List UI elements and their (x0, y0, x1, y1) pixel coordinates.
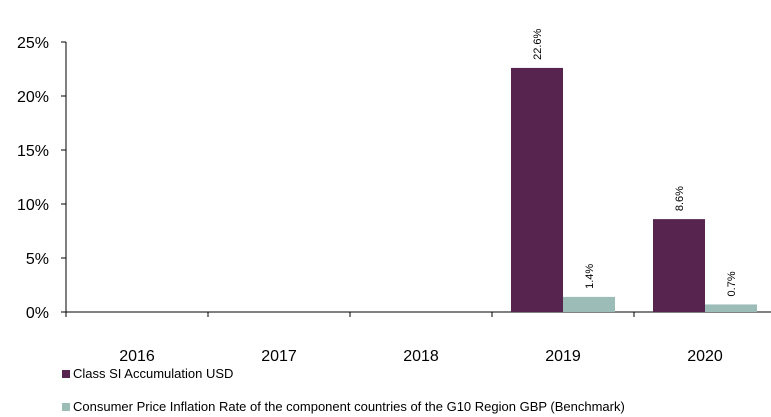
data-labels: 22.6% 8.6% 1.4% 0.7% (532, 29, 738, 297)
x-tick-label: 2017 (261, 348, 297, 365)
data-label-series-1: 1.4% (584, 264, 596, 289)
x-tick-label: 2018 (403, 348, 439, 365)
y-axis: 0% 5% 10% 15% 20% 25% (17, 35, 67, 322)
data-label-series-1: 0.7% (726, 271, 738, 296)
x-tick-label: 2016 (119, 348, 155, 365)
data-label-series-0: 8.6% (674, 186, 686, 211)
y-tick-label: 15% (17, 143, 49, 160)
x-tick-label: 2020 (687, 348, 723, 365)
legend-item-series-0: Class SI Accumulation USD (62, 366, 233, 381)
legend-swatch-series-1 (62, 402, 70, 411)
bar-series-0 (511, 67, 563, 312)
bars (511, 67, 757, 312)
legend-label-series-0: Class SI Accumulation USD (73, 366, 234, 381)
x-tick-label: 2019 (545, 348, 581, 365)
bar-series-0 (653, 219, 705, 312)
bar-series-1 (563, 296, 615, 312)
legend-item-series-1: Consumer Price Inflation Rate of the com… (62, 399, 625, 414)
legend-swatch-series-0 (62, 369, 70, 378)
y-tick-label: 0% (26, 305, 49, 322)
bar-series-1 (705, 304, 757, 312)
y-tick-label: 5% (26, 251, 49, 268)
x-axis: 2016 2017 2018 2019 2020 (65, 311, 771, 365)
y-tick-label: 20% (17, 89, 49, 106)
data-label-series-0: 22.6% (532, 29, 544, 60)
y-tick-label: 10% (17, 197, 49, 214)
legend-label-series-1: Consumer Price Inflation Rate of the com… (73, 399, 625, 414)
y-tick-label: 25% (17, 35, 49, 52)
